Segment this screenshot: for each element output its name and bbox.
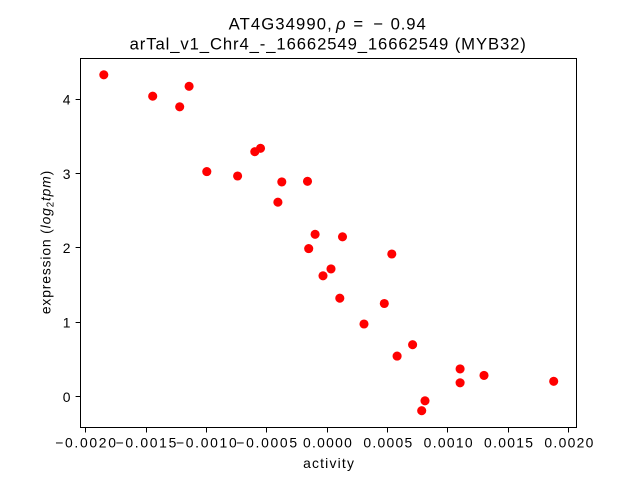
svg-text:activity: activity: [303, 455, 355, 471]
svg-text:−: −: [373, 15, 383, 34]
svg-text:3: 3: [63, 166, 71, 182]
svg-text:0.0020: 0.0020: [544, 435, 594, 451]
svg-text:−0.0015: −0.0015: [116, 435, 178, 451]
svg-text:0.0000: 0.0000: [303, 435, 353, 451]
svg-text:0: 0: [63, 389, 71, 405]
svg-text:0.0010: 0.0010: [424, 435, 474, 451]
svg-text:−0.0005: −0.0005: [236, 435, 298, 451]
svg-text:arTal_v1_Chr4_-_16662549_16662: arTal_v1_Chr4_-_16662549_16662549 (MYB32…: [130, 35, 527, 54]
svg-text:AT4G34990,: AT4G34990,: [229, 15, 333, 34]
svg-text:0.94: 0.94: [391, 15, 427, 34]
svg-text:4: 4: [63, 92, 71, 108]
svg-text:expression (log2tpm): expression (log2tpm): [37, 170, 56, 314]
svg-text:0.0015: 0.0015: [484, 435, 534, 451]
svg-text:=: =: [353, 15, 363, 34]
svg-text:2: 2: [63, 240, 71, 256]
svg-text:−0.0020: −0.0020: [55, 435, 117, 451]
svg-text:1: 1: [63, 315, 71, 331]
svg-text:ρ: ρ: [335, 15, 346, 34]
svg-text:−0.0010: −0.0010: [176, 435, 238, 451]
svg-text:0.0005: 0.0005: [363, 435, 413, 451]
